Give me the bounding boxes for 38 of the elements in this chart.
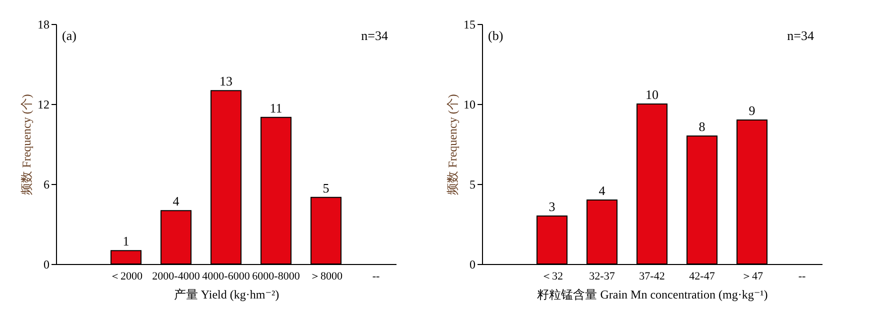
x-tick-label: 37-42 bbox=[639, 270, 665, 282]
data-label: 4 bbox=[598, 183, 606, 198]
data-label: 8 bbox=[698, 119, 706, 134]
y-tick-label: 10 bbox=[464, 98, 476, 112]
x-tick-label: -- bbox=[372, 270, 380, 282]
y-tick-label: 12 bbox=[38, 98, 50, 112]
x-tick-label: -- bbox=[798, 270, 806, 282]
y-axis-title: 频数 Frequency (个) bbox=[20, 94, 34, 195]
x-tick-label: ＜2000 bbox=[110, 270, 143, 282]
data-label: 3 bbox=[548, 199, 556, 214]
x-tick-label: 2000-4000 bbox=[152, 270, 200, 282]
x-tick-label: 4000-6000 bbox=[202, 270, 250, 282]
y-tick-label: 18 bbox=[38, 18, 50, 32]
y-tick-label: 6 bbox=[44, 178, 50, 192]
annotation: (a) bbox=[62, 28, 76, 43]
y-tick-label: 0 bbox=[44, 258, 50, 272]
x-tick-label: 6000-8000 bbox=[252, 270, 300, 282]
data-label: 5 bbox=[322, 180, 330, 196]
x-tick-label: 42-47 bbox=[689, 270, 716, 282]
x-axis-title: 籽粒锰含量 Grain Mn concentration (mg·kg⁻¹) bbox=[537, 288, 768, 302]
annotation: n=34 bbox=[361, 28, 388, 43]
x-tick-label: ＞8000 bbox=[310, 270, 343, 282]
y-axis-title: 频数 Frequency (个) bbox=[446, 94, 460, 195]
x-tick-label: ＞47 bbox=[741, 270, 764, 282]
annotation: (b) bbox=[488, 28, 504, 43]
data-label: 1 bbox=[122, 234, 130, 249]
data-label: 9 bbox=[748, 103, 756, 118]
x-tick-label: 32-37 bbox=[589, 270, 616, 282]
data-label: 4 bbox=[172, 194, 180, 209]
y-tick-label: 0 bbox=[470, 258, 476, 272]
y-tick-label: 5 bbox=[470, 178, 476, 192]
data-label: 13 bbox=[220, 74, 232, 89]
y-tick-label: 15 bbox=[464, 18, 476, 32]
annotation: n=34 bbox=[787, 28, 814, 43]
data-label: 10 bbox=[646, 87, 658, 102]
data-label: 11 bbox=[270, 100, 282, 116]
x-tick-label: ＜32 bbox=[541, 270, 563, 282]
x-axis-title: 产量 Yield (kg·hm⁻²) bbox=[174, 288, 280, 302]
